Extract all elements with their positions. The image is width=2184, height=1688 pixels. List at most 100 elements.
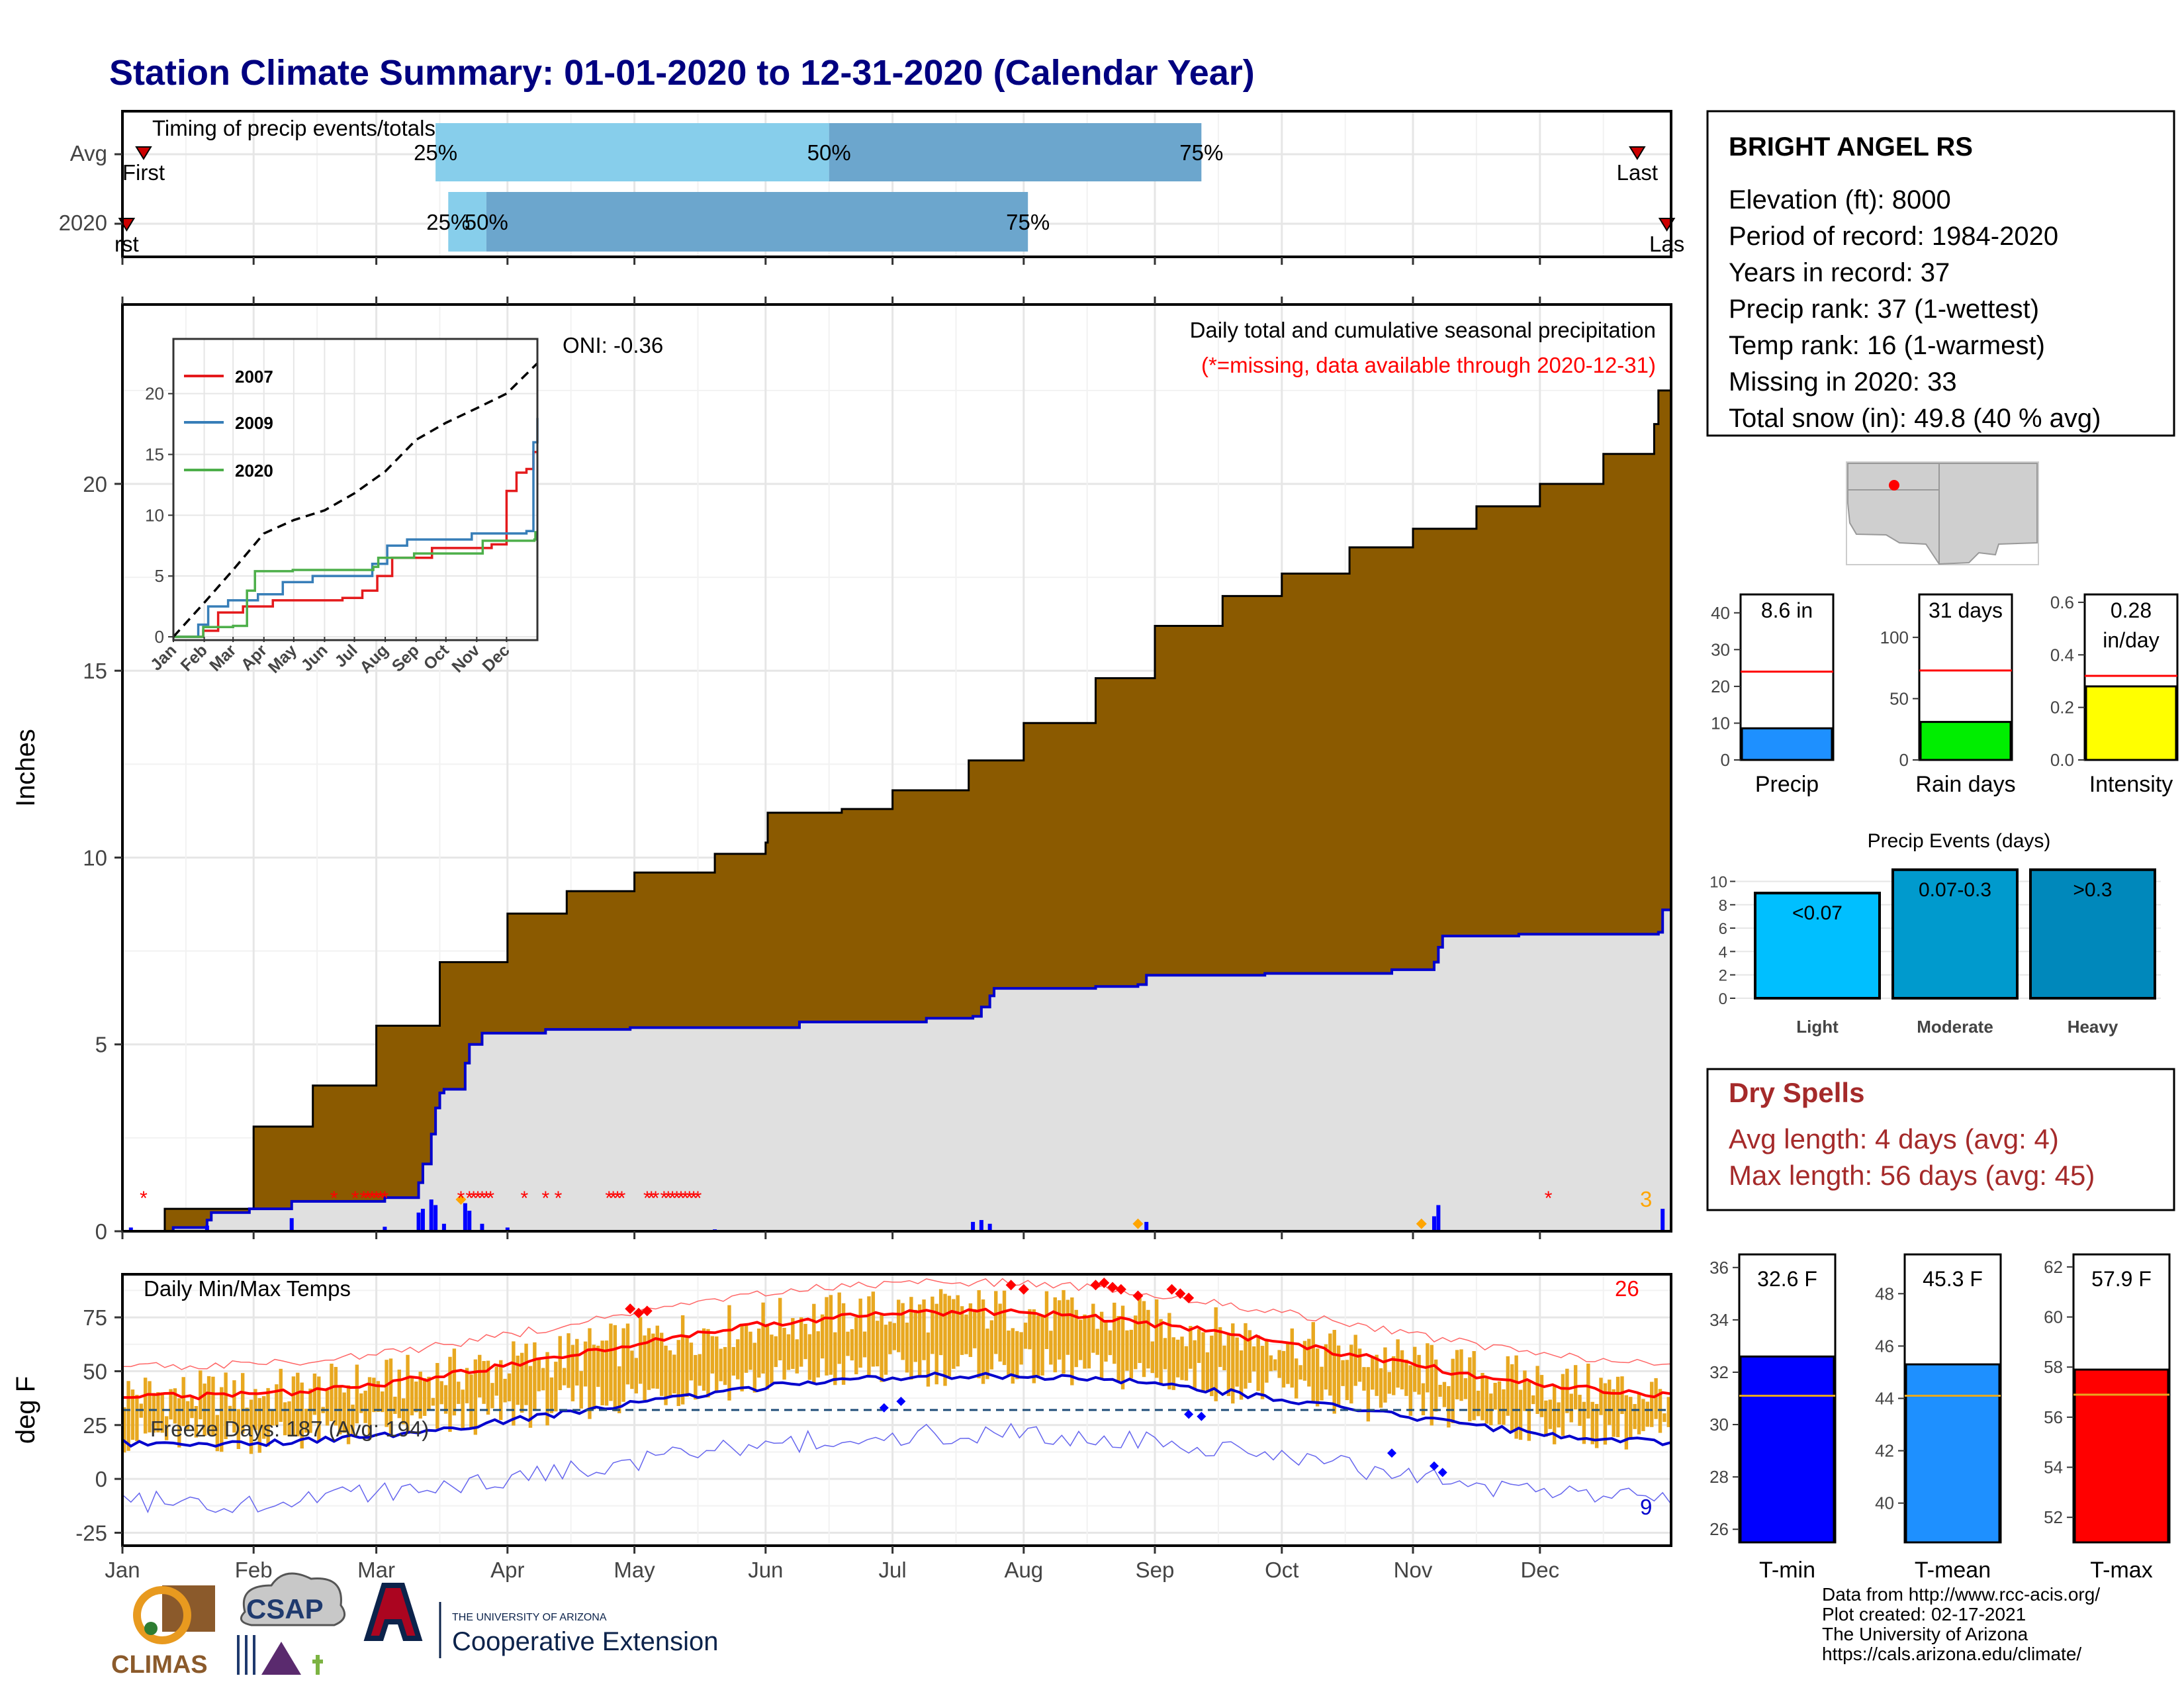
daily-temp-bar-42 <box>300 1382 304 1449</box>
daily-temp-bar-58 <box>367 1377 372 1440</box>
daily-temp-bar-326 <box>1502 1389 1506 1425</box>
daily-temp-bar-217 <box>1040 1316 1044 1376</box>
temp-stat-ytick-label-2-4: 60 <box>2044 1307 2063 1327</box>
daily-temp-bar-138 <box>706 1329 710 1398</box>
inset-line-2020 <box>173 531 537 638</box>
footer: CLIMAS CSAP THE UNIVERSITY OF ARIZONA Co… <box>111 1572 2100 1679</box>
daily-temp-bar-227 <box>1083 1314 1087 1369</box>
daily-temp-bar-232 <box>1104 1321 1108 1362</box>
station-info-box: BRIGHT ANGEL RS Elevation (ft): 8000 Per… <box>1706 110 2175 437</box>
daily-temp-bar-36 <box>275 1384 279 1426</box>
daily-temp-bar-179 <box>880 1313 884 1382</box>
daily-temp-bar-101 <box>549 1377 554 1413</box>
month-label-6: Jul <box>879 1558 907 1582</box>
daily-temp-bar-361 <box>1650 1382 1654 1427</box>
temp-y-axis: -25 0 25 50 75 <box>75 1305 122 1545</box>
daily-temp-bar-80 <box>461 1389 465 1429</box>
daily-precip-bar-5 <box>420 1209 425 1231</box>
stat-ytick-label-2-1: 0.2 <box>2050 698 2074 718</box>
daily-temp-bar-251 <box>1184 1346 1189 1381</box>
inset-ytick-label-1: 5 <box>155 566 164 586</box>
daily-temp-bar-341 <box>1565 1368 1569 1413</box>
daily-temp-bar-172 <box>850 1329 854 1361</box>
daily-temp-bar-319 <box>1472 1351 1476 1421</box>
daily-temp-bar-12 <box>173 1388 177 1424</box>
timing-p50-label-1: 50% <box>465 210 508 234</box>
locator-map <box>1846 461 2039 565</box>
daily-temp-bar-100 <box>545 1352 549 1426</box>
daily-temp-bar-328 <box>1510 1364 1514 1432</box>
missing-marker-7: * <box>377 1188 385 1209</box>
cold-day-marker-3 <box>1197 1411 1206 1421</box>
daily-temp-bar-226 <box>1078 1319 1083 1360</box>
missing-marker-2: * <box>351 1188 359 1209</box>
daily-temp-bar-146 <box>740 1323 744 1391</box>
daily-temp-bar-5 <box>143 1378 148 1434</box>
events-category-label-0: Light <box>1796 1017 1839 1037</box>
daily-temp-bar-187 <box>913 1309 917 1362</box>
precip-ytick-label-3: 15 <box>83 659 107 683</box>
daily-temp-bar-126 <box>655 1325 659 1389</box>
daily-temp-bar-257 <box>1210 1335 1214 1397</box>
missing-marker-13: * <box>478 1188 486 1209</box>
month-label-10: Nov <box>1394 1558 1433 1582</box>
station-years: Years in record: 37 <box>1729 258 1950 287</box>
daily-temp-bar-294 <box>1366 1367 1371 1422</box>
daily-temp-bar-352 <box>1612 1389 1615 1437</box>
timing-row-2020: 2020 <box>59 211 107 235</box>
daily-temp-bar-23 <box>220 1387 224 1452</box>
credit-line-1: Data from http://www.rcc-acis.org/ <box>1822 1584 2100 1605</box>
daily-temp-bar-200 <box>968 1303 973 1357</box>
cold-days-count: 9 <box>1640 1495 1652 1519</box>
daily-temp-bar-215 <box>1032 1309 1036 1383</box>
daily-temp-bar-193 <box>938 1289 943 1356</box>
daily-temp-bar-1 <box>126 1381 130 1451</box>
daily-temp-bar-147 <box>744 1325 749 1373</box>
daily-temp-bar-29 <box>245 1407 249 1425</box>
daily-temp-bar-291 <box>1353 1335 1357 1386</box>
daily-temp-bar-24 <box>224 1372 228 1439</box>
temp-x-axis: Jan Feb Mar Apr May Jun Jul Aug Sep Oct Nov Dec <box>105 1546 1559 1582</box>
daily-temp-bar-142 <box>723 1346 727 1385</box>
ua-coop-text: Cooperative Extension <box>452 1627 718 1656</box>
stat-ytick-label-1-0: 0 <box>1899 750 1909 770</box>
freeze-days: Freeze Days: 187 (Avg: 194) <box>150 1417 429 1441</box>
events-bar-label-0: <0.07 <box>1792 902 1843 924</box>
daily-temp-bar-357 <box>1633 1403 1637 1429</box>
daily-temp-bar-353 <box>1615 1376 1620 1438</box>
daily-temp-bar-265 <box>1244 1323 1248 1389</box>
daily-temp-bar-84 <box>478 1354 482 1398</box>
daily-temp-bar-157 <box>786 1334 791 1370</box>
daily-temp-bar-55 <box>355 1364 359 1424</box>
inset-month-label-9: Oct <box>420 641 453 674</box>
daily-precip-bar-19 <box>1436 1205 1441 1231</box>
daily-temp-bar-191 <box>931 1296 934 1354</box>
station-name: BRIGHT ANGEL RS <box>1729 132 1973 162</box>
timing-ticks <box>114 153 1541 265</box>
daily-temp-bar-160 <box>799 1317 803 1367</box>
precip-ytick-label-0: 0 <box>95 1219 107 1244</box>
cold-day-marker-6 <box>1437 1468 1447 1477</box>
timing-first-label-0: First <box>122 160 165 185</box>
missing-marker-20: * <box>610 1188 617 1209</box>
daily-temp-bar-32 <box>257 1398 261 1453</box>
inset-ytick-label-4: 20 <box>145 384 164 404</box>
daily-temp-bar-205 <box>989 1320 994 1370</box>
daily-temp-bar-52 <box>342 1392 346 1433</box>
daily-temp-bar-285 <box>1328 1333 1332 1396</box>
daily-temp-bar-329 <box>1514 1355 1518 1439</box>
timing-p75-label-0: 75% <box>1179 140 1223 165</box>
temp-ylabel: deg F <box>11 1376 40 1444</box>
dry-spells-frame <box>1706 1068 2175 1211</box>
daily-temp-bar-303 <box>1404 1359 1408 1396</box>
daily-temp-bar-94 <box>520 1352 524 1413</box>
temp-stat-label-0: T-min <box>1759 1558 1815 1583</box>
daily-temp-bar-69 <box>414 1382 418 1413</box>
daily-temp-bar-82 <box>469 1374 473 1430</box>
daily-temp-bar-20 <box>206 1376 211 1435</box>
daily-temp-bar-350 <box>1603 1383 1608 1445</box>
daily-temp-bar-78 <box>452 1348 457 1416</box>
inset-background <box>173 339 537 640</box>
csap-logo: CSAP <box>237 1572 346 1675</box>
events-bar-1 <box>1891 868 2019 1000</box>
